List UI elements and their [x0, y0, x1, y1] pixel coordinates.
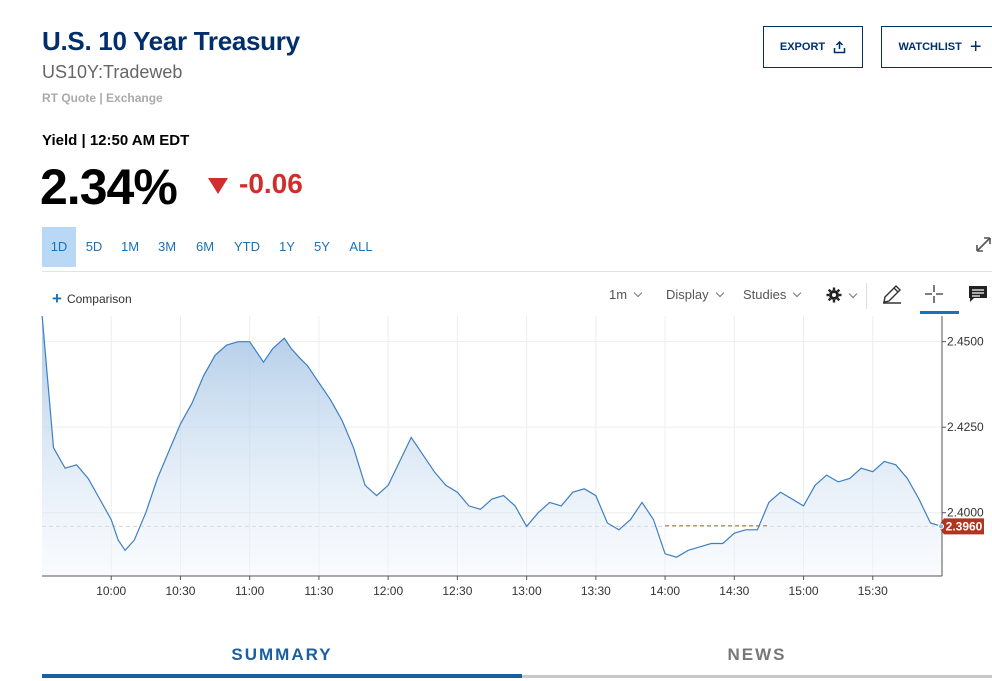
series-line — [41, 316, 943, 558]
comparison-label: Comparison — [66, 291, 132, 306]
x-tick-label: 13:30 — [581, 584, 611, 598]
x-tick-label: 15:30 — [858, 584, 888, 598]
divider — [42, 271, 992, 272]
range-5d[interactable]: 5D — [85, 239, 103, 254]
plus-icon: + — [52, 289, 62, 308]
tab-summary[interactable]: SUMMARY — [231, 645, 333, 664]
settings-dropdown[interactable] — [826, 287, 858, 303]
ticker-symbol: US10Y:Tradeweb — [42, 62, 183, 82]
x-tick-label: 14:30 — [719, 584, 749, 598]
yield-chart[interactable]: 10:00 10:30 11:00 11:30 12:00 12:30 13:00 13:30… — [0, 316, 992, 616]
chevron-down-icon — [793, 288, 802, 298]
crosshair-icon[interactable] — [922, 282, 946, 306]
active-tool-indicator — [920, 311, 959, 314]
x-tick-label: 10:30 — [165, 584, 195, 598]
comparison-button[interactable]: + Comparison — [52, 290, 132, 307]
display-label: Display — [666, 287, 709, 302]
interval-dropdown[interactable]: 1m — [609, 287, 643, 302]
comment-icon[interactable] — [966, 282, 990, 306]
range-5y[interactable]: 5Y — [314, 239, 330, 254]
share-icon — [833, 40, 846, 53]
x-tick-label: 12:00 — [373, 584, 403, 598]
range-1y[interactable]: 1Y — [279, 239, 295, 254]
x-tick-label: 11:00 — [235, 584, 264, 598]
x-tick-label: 12:30 — [442, 584, 472, 598]
y-tick-label: 2.4250 — [947, 420, 984, 434]
x-tick-label: 15:00 — [789, 584, 819, 598]
range-1d[interactable]: 1D — [42, 227, 76, 267]
display-dropdown[interactable]: Display — [666, 287, 724, 302]
range-6m[interactable]: 6M — [195, 239, 215, 254]
last-value-dot — [938, 523, 944, 530]
chevron-down-icon — [633, 288, 643, 298]
watchlist-button[interactable]: WATCHLIST + — [881, 26, 992, 68]
down-arrow-icon — [208, 178, 228, 194]
export-label: EXPORT — [779, 41, 826, 53]
watchlist-label: WATCHLIST — [898, 41, 962, 53]
last-value-label: 2.3960 — [946, 519, 983, 533]
tab-underline — [522, 675, 992, 678]
x-tick-label: 10:00 — [96, 584, 126, 598]
export-button[interactable]: EXPORT — [763, 26, 863, 68]
y-tick-label: 2.4000 — [947, 506, 984, 520]
studies-dropdown[interactable]: Studies — [743, 287, 802, 302]
time-range-selector: 1D 5D 1M 3M 6M YTD 1Y 5Y ALL — [42, 227, 382, 267]
x-tick-label: 14:00 — [650, 584, 680, 598]
yield-timestamp: Yield | 12:50 AM EDT — [42, 132, 190, 149]
range-1m[interactable]: 1M — [120, 239, 140, 254]
chevron-down-icon — [848, 289, 858, 298]
interval-label: 1m — [609, 287, 628, 302]
chevron-down-icon — [715, 288, 724, 298]
range-ytd[interactable]: YTD — [234, 239, 260, 254]
range-3m[interactable]: 3M — [157, 239, 177, 254]
plus-icon: + — [969, 36, 982, 58]
studies-label: Studies — [743, 287, 787, 302]
pencil-icon[interactable] — [880, 282, 904, 306]
tab-news[interactable]: NEWS — [727, 645, 787, 664]
x-tick-label: 11:30 — [304, 584, 333, 598]
active-tab-indicator — [42, 674, 522, 678]
yield-change: -0.06 — [239, 168, 303, 199]
page-title: U.S. 10 Year Treasury — [42, 26, 300, 56]
range-all[interactable]: ALL — [349, 239, 373, 254]
expand-icon[interactable] — [975, 236, 992, 253]
series-area — [42, 316, 942, 576]
content-tabs: SUMMARY NEWS — [42, 640, 992, 681]
toolbar-divider — [866, 283, 867, 309]
quote-source: RT Quote | Exchange — [42, 91, 163, 105]
yield-value: 2.34% — [40, 159, 178, 215]
y-tick-label: 2.4500 — [947, 335, 984, 349]
last-value-badge — [938, 518, 984, 535]
x-tick-label: 13:00 — [512, 584, 542, 598]
gear-icon — [826, 287, 842, 303]
